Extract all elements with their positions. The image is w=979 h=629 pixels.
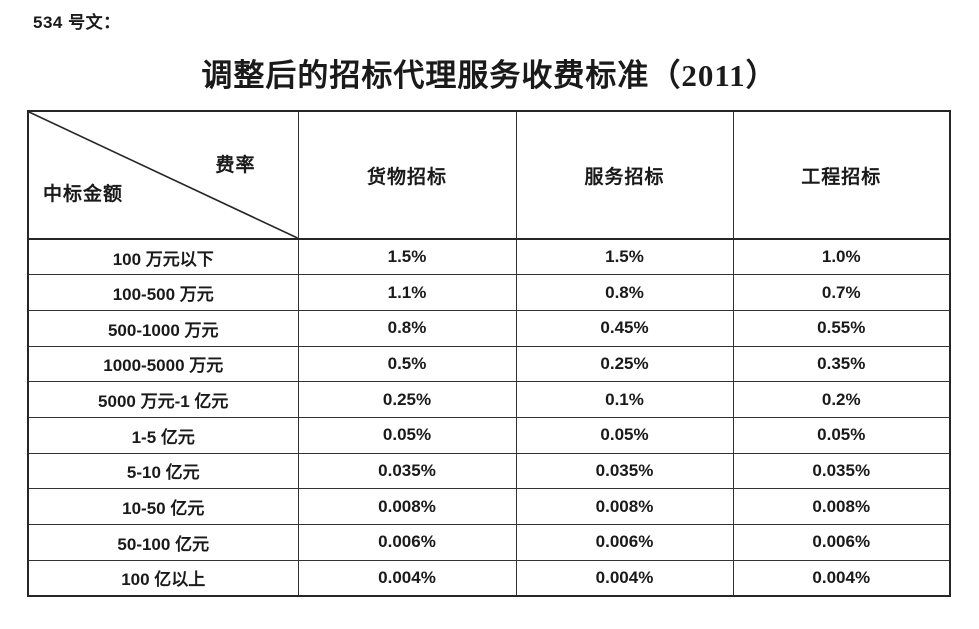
table-row: 1-5 亿元 0.05% 0.05% 0.05% xyxy=(27,416,951,454)
amount-tier-cell: 50-100 亿元 xyxy=(27,524,299,561)
engineering-rate-cell: 0.7% xyxy=(732,274,951,311)
goods-rate-cell: 1.1% xyxy=(297,274,517,311)
services-rate-cell: 0.1% xyxy=(515,381,734,418)
goods-rate-cell: 1.5% xyxy=(297,238,517,276)
services-rate-cell: 0.008% xyxy=(515,488,734,525)
goods-rate-cell: 0.008% xyxy=(297,488,517,525)
engineering-rate-cell: 0.008% xyxy=(732,488,951,525)
amount-tier-cell: 100 万元以下 xyxy=(27,238,299,276)
engineering-rate-cell: 0.004% xyxy=(732,559,951,597)
page-title: 调整后的招标代理服务收费标准（2011） xyxy=(201,58,778,93)
goods-rate-cell: 0.004% xyxy=(297,559,517,597)
goods-rate-cell: 0.25% xyxy=(297,381,517,418)
services-rate-cell: 0.05% xyxy=(515,416,734,454)
table-row: 10-50 亿元 0.008% 0.008% 0.008% xyxy=(27,488,951,525)
amount-tier-cell: 5000 万元-1 亿元 xyxy=(27,381,299,418)
engineering-rate-cell: 0.55% xyxy=(732,309,951,347)
table-row: 100 亿以上 0.004% 0.004% 0.004% xyxy=(27,559,951,597)
goods-rate-cell: 0.035% xyxy=(297,452,517,490)
table-row: 100 万元以下 1.5% 1.5% 1.0% xyxy=(27,238,951,276)
fee-standard-table: 费率 中标金额 货物招标 服务招标 工程招标 100 万元以下 1.5% 1.5… xyxy=(27,110,951,597)
doc-number-label: 534 号文： xyxy=(33,13,121,32)
amount-tier-cell: 500-1000 万元 xyxy=(27,309,299,347)
table-row: 1000-5000 万元 0.5% 0.25% 0.35% xyxy=(27,345,951,383)
services-rate-cell: 0.8% xyxy=(515,274,734,311)
services-rate-cell: 0.45% xyxy=(515,309,734,347)
corner-label-rate: 费率 xyxy=(215,155,256,176)
engineering-rate-cell: 0.035% xyxy=(732,452,951,490)
amount-tier-cell: 1-5 亿元 xyxy=(27,416,299,454)
engineering-rate-cell: 0.006% xyxy=(732,524,951,561)
goods-rate-cell: 0.006% xyxy=(297,524,517,561)
corner-label-amount: 中标金额 xyxy=(43,184,124,205)
amount-tier-cell: 100 亿以上 xyxy=(27,559,299,597)
table-row: 50-100 亿元 0.006% 0.006% 0.006% xyxy=(27,524,951,561)
diagonal-corner-cell: 费率 中标金额 xyxy=(27,110,299,240)
table-body: 费率 中标金额 货物招标 服务招标 工程招标 100 万元以下 1.5% 1.5… xyxy=(27,110,951,597)
table-row: 100-500 万元 1.1% 0.8% 0.7% xyxy=(27,274,951,311)
table-row: 5000 万元-1 亿元 0.25% 0.1% 0.2% xyxy=(27,381,951,418)
table-row: 500-1000 万元 0.8% 0.45% 0.55% xyxy=(27,309,951,347)
diagonal-divider-line xyxy=(29,112,298,238)
amount-tier-cell: 10-50 亿元 xyxy=(27,488,299,525)
services-rate-cell: 0.035% xyxy=(515,452,734,490)
amount-tier-cell: 5-10 亿元 xyxy=(27,452,299,490)
engineering-rate-cell: 0.05% xyxy=(732,416,951,454)
services-rate-cell: 0.004% xyxy=(515,559,734,597)
services-rate-cell: 1.5% xyxy=(515,238,734,276)
engineering-rate-cell: 1.0% xyxy=(732,238,951,276)
table-header-row: 费率 中标金额 货物招标 服务招标 工程招标 xyxy=(27,110,951,240)
services-rate-cell: 0.006% xyxy=(515,524,734,561)
engineering-rate-cell: 0.2% xyxy=(732,381,951,418)
goods-rate-cell: 0.5% xyxy=(297,345,517,383)
column-header-goods: 货物招标 xyxy=(297,110,517,240)
table-row: 5-10 亿元 0.035% 0.035% 0.035% xyxy=(27,452,951,490)
goods-rate-cell: 0.05% xyxy=(297,416,517,454)
services-rate-cell: 0.25% xyxy=(515,345,734,383)
amount-tier-cell: 1000-5000 万元 xyxy=(27,345,299,383)
column-header-engineering: 工程招标 xyxy=(732,110,951,240)
column-header-services: 服务招标 xyxy=(515,110,734,240)
goods-rate-cell: 0.8% xyxy=(297,309,517,347)
amount-tier-cell: 100-500 万元 xyxy=(27,274,299,311)
engineering-rate-cell: 0.35% xyxy=(732,345,951,383)
